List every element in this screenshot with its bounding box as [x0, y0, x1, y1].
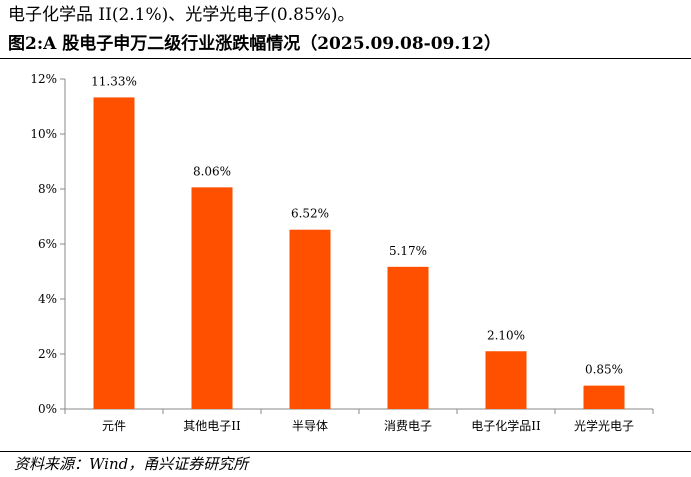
y-tick-label: 8%: [38, 182, 57, 196]
y-tick-label: 6%: [38, 237, 57, 251]
bar: [289, 229, 331, 409]
x-category-label: 元件: [102, 419, 126, 433]
bar-value-label: 0.85%: [585, 363, 623, 377]
bar-value-label: 8.06%: [193, 164, 231, 178]
x-category-label: 半导体: [292, 419, 328, 433]
y-tick-label: 2%: [38, 347, 57, 361]
x-category-label: 其他电子II: [183, 419, 241, 433]
source-top-rule: [0, 451, 691, 452]
bar: [387, 266, 429, 409]
source-note: 资料来源：Wind，甬兴证券研究所: [14, 455, 249, 473]
bar: [485, 351, 527, 409]
caption-top-rule: [0, 58, 691, 59]
x-category-label: 电子化学品II: [471, 418, 541, 433]
x-category-label: 光学光电子: [574, 418, 634, 433]
y-tick-label: 12%: [30, 72, 57, 86]
bar-value-label: 11.33%: [91, 74, 137, 88]
bar: [93, 97, 135, 410]
bar: [191, 187, 233, 409]
x-category-label: 消费电子: [384, 419, 432, 433]
bar: [583, 385, 625, 409]
y-tick-label: 10%: [30, 127, 57, 141]
intro-text: 电子化学品 II(2.1%)、光学光电子(0.85%)。: [8, 5, 355, 25]
y-tick-label: 0%: [38, 402, 57, 416]
bar-value-label: 5.17%: [389, 244, 427, 258]
bar-value-label: 6.52%: [291, 207, 329, 221]
bar-value-label: 2.10%: [487, 328, 525, 342]
y-tick-label: 4%: [38, 292, 57, 306]
figure-caption: 图2:A 股电子申万二级行业涨跌幅情况（2025.09.08-09.12）: [8, 34, 501, 54]
